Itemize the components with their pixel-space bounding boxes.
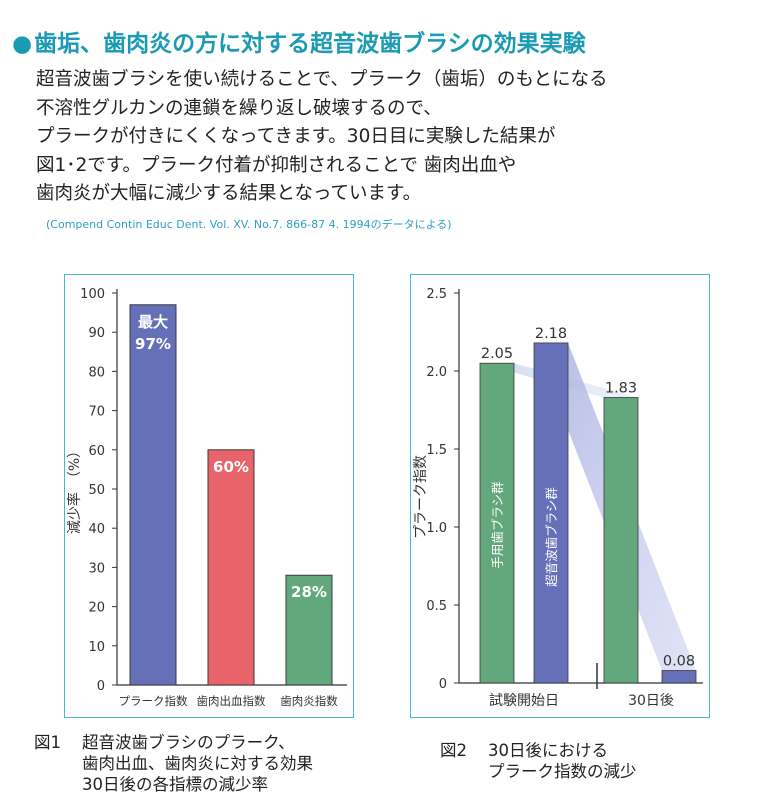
bar-value-label: 1.83 (605, 381, 637, 397)
caption-line: プラーク指数の減少 (488, 762, 637, 781)
figure1-number: 図1 (34, 733, 61, 752)
caption-line: 超音波歯ブラシのプラーク、 (82, 733, 295, 752)
x-category-label: 歯肉出血指数 (197, 694, 266, 708)
bar-value-label: 0.08 (663, 654, 695, 670)
y-tick-label: 30 (88, 561, 105, 576)
y-axis-label: 減少率 （%） (66, 444, 83, 534)
citation: (Compend Contin Educ Dent. Vol. XV. No.7… (46, 218, 452, 231)
bar-1 (129, 304, 177, 686)
bar-manual-2 (603, 397, 639, 684)
y-tick-label: 1.0 (426, 521, 447, 536)
y-tick-label: 80 (88, 365, 105, 380)
figure2-caption: 図2 30日後における プラーク指数の減少 (440, 740, 637, 782)
caption-line: 歯肉出血、歯肉炎に対する効果 (82, 754, 313, 773)
y-tick-label: 0 (97, 679, 105, 694)
bar-value-label: 2.18 (535, 326, 567, 342)
intro-line: 超音波歯ブラシを使い続けることで、プラーク（歯垢）のもとになる (36, 69, 608, 90)
bar-ultrasonic-2 (661, 670, 697, 684)
figure1-panel: 0 10 20 30 40 50 60 70 80 90 100 減少率 （%） 最大 97% プラーク指数… (64, 274, 354, 718)
x-group-label: 試験開始日 (489, 693, 559, 709)
caption-line: 30日後の各指標の減少率 (82, 775, 268, 794)
bar-2 (207, 449, 255, 686)
y-axis-label: プラーク指数 (413, 455, 429, 539)
y-tick-label: 0.5 (426, 599, 447, 614)
intro-line: プラークが付きにくくなってきます。30日目に実験した結果が (36, 126, 556, 147)
y-tick-label: 0 (439, 677, 447, 692)
bar-value-label: 2.05 (481, 346, 513, 362)
y-tick-label: 40 (88, 522, 105, 537)
figure2-number: 図2 (440, 741, 467, 760)
bar-ultrasonic-1 (533, 342, 569, 684)
figure2-chart: 0 0.5 1.0 1.5 2.0 2.5 プラーク指数 2.05 1.83 手用歯ブラシ群 2.1… (413, 287, 703, 709)
series-name-label: 超音波歯ブラシ群 (544, 487, 559, 587)
title-bullet: ● (12, 31, 33, 57)
y-tick-label: 1.5 (426, 443, 447, 458)
y-tick-label: 20 (88, 601, 105, 616)
series-name-label: 手用歯ブラシ群 (490, 481, 505, 569)
bar-value-label: 最大 (138, 313, 168, 331)
y-tick-label: 2.0 (426, 365, 447, 380)
page-title: ●歯垢、歯肉炎の方に対する超音波歯ブラシの効果実験 (12, 24, 752, 58)
bar-value-label: 60% (213, 458, 249, 476)
y-tick-label: 50 (88, 483, 105, 498)
y-tick-label: 70 (88, 405, 105, 420)
intro-line: 不溶性グルカンの連鎖を繰り返し破壊するので、 (36, 97, 442, 119)
x-category-label: プラーク指数 (119, 694, 188, 708)
bar-3 (285, 574, 333, 686)
caption-line: 30日後における (488, 741, 608, 760)
intro-line: 歯肉炎が大幅に減少する結果となっています。 (36, 183, 422, 204)
intro-text: 超音波歯ブラシを使い続けることで、プラーク（歯垢）のもとになる 不溶性グルカンの… (36, 66, 746, 209)
y-tick-label: 60 (88, 444, 105, 459)
bar-manual-1 (479, 362, 515, 684)
page-title-text: 歯垢、歯肉炎の方に対する超音波歯ブラシの効果実験 (34, 31, 586, 57)
x-group-label: 30日後 (628, 693, 674, 709)
x-category-label: 歯肉炎指数 (280, 694, 338, 708)
figure2-panel: 0 0.5 1.0 1.5 2.0 2.5 プラーク指数 2.05 1.83 手用歯ブラシ群 2.1… (410, 274, 710, 718)
y-tick-label: 10 (88, 640, 105, 655)
y-tick-label: 90 (88, 326, 105, 341)
y-tick-label: 100 (80, 287, 105, 302)
bar-value-label: 28% (291, 583, 327, 601)
figure1-caption: 図1 超音波歯ブラシのプラーク、 歯肉出血、歯肉炎に対する効果 30日後の各指標の… (34, 732, 313, 795)
y-tick-label: 2.5 (426, 287, 447, 302)
intro-line: 図1･2です。プラーク付着が抑制されることで 歯肉出血や (36, 154, 517, 176)
figure1-chart: 0 10 20 30 40 50 60 70 80 90 100 減少率 （%） 最大 97% プラーク指数… (66, 287, 347, 708)
bar-value-label: 97% (135, 335, 171, 353)
